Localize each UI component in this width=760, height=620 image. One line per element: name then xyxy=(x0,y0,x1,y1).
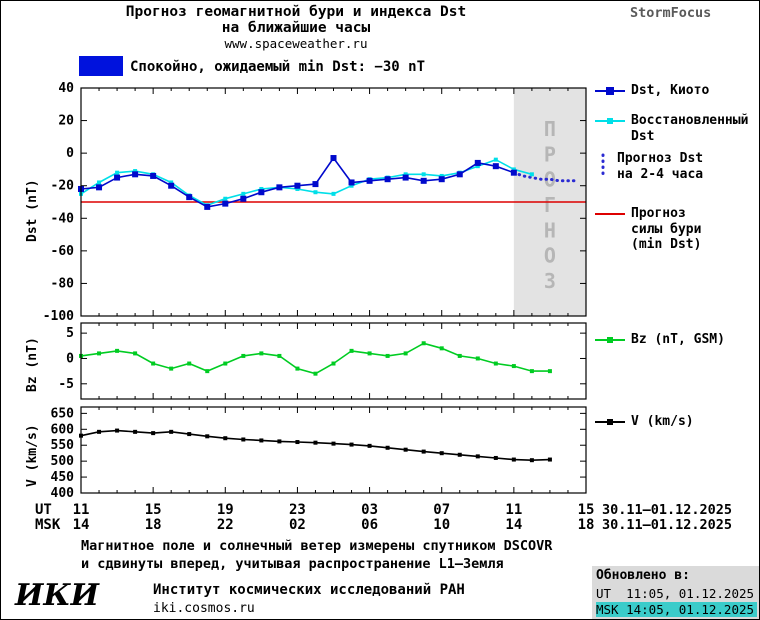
dst-ytick: -100 xyxy=(43,309,74,324)
bz-ytick: 5 xyxy=(66,326,74,341)
v-ytick: 550 xyxy=(51,438,75,453)
legend-storm-threshold: Прогноз силы бури (min Dst) xyxy=(595,206,701,253)
series-dst xyxy=(80,158,533,207)
xtick-msk: 18 xyxy=(145,517,162,533)
site-url: www.spaceweather.ru xyxy=(224,36,368,51)
brand-label: StormFocus xyxy=(630,5,712,21)
legend-storm-label: Прогноз силы бури (min Dst) xyxy=(631,206,702,253)
v-frame xyxy=(80,406,587,494)
dst-ytick: 40 xyxy=(58,81,74,96)
ut-date-range: 30.11—01.12.2025 xyxy=(602,502,733,518)
xtick-ut: 03 xyxy=(361,502,378,518)
legend-restored: Восстановленный Dst xyxy=(595,113,748,144)
dst-ytick: -20 xyxy=(51,179,75,194)
xtick-msk: 06 xyxy=(361,517,378,533)
series-dst-2-4 xyxy=(512,171,579,183)
footnote-line2: и сдвинуты вперед, учитывая распростране… xyxy=(81,556,504,572)
status-swatch xyxy=(79,56,123,76)
forecast-band-letter: П xyxy=(544,117,556,141)
ut-row-label: UT xyxy=(35,502,52,518)
xtick-msk: 14 xyxy=(73,517,90,533)
xtick-ut: 11 xyxy=(73,502,90,518)
institute-url: iki.cosmos.ru xyxy=(153,601,255,616)
dst-kyoto-marker-icon xyxy=(595,87,625,95)
dst-ytick: 0 xyxy=(66,146,74,161)
forecast-band-letter: О xyxy=(544,244,556,268)
forecast-band-letter: З xyxy=(544,269,556,293)
legend-restored-label: Восстановленный Dst xyxy=(631,113,749,144)
dst-axis-label: Dst (nT) xyxy=(25,179,40,242)
bz-frame xyxy=(80,322,587,400)
bz-ytick: 0 xyxy=(66,351,74,366)
legend-v: V (km/s) xyxy=(595,414,694,430)
v-ytick: 400 xyxy=(51,486,75,501)
dst-ytick: -60 xyxy=(51,244,75,259)
xtick-ut: 23 xyxy=(289,502,306,518)
legend-forecast-label: Прогноз Dst на 2-4 часа xyxy=(617,151,704,182)
v-ytick: 450 xyxy=(51,470,75,485)
v-ytick: 600 xyxy=(51,422,75,437)
msk-date-range: 30.11—01.12.2025 xyxy=(602,517,733,533)
legend-bz-label: Bz (nT, GSM) xyxy=(631,332,725,347)
bz-axis-label: Bz (nT) xyxy=(25,337,40,392)
xtick-msk: 18 xyxy=(578,517,595,533)
forecast-band-letter: Н xyxy=(544,218,556,242)
xtick-ut: 15 xyxy=(578,502,595,518)
legend-dst-kyoto-label: Dst, Киото xyxy=(631,83,710,98)
forecast-band-letter: О xyxy=(544,168,556,192)
updated-title: Обновлено в: xyxy=(596,568,690,583)
dst-ytick: -40 xyxy=(51,211,75,226)
forecast-dst-marker-icon xyxy=(601,153,605,181)
msk-row-label: MSK xyxy=(35,517,61,533)
storm-threshold-marker-icon xyxy=(595,213,625,215)
dst-ytick: -80 xyxy=(51,276,75,291)
bz-marker-icon xyxy=(595,337,625,343)
v-ytick: 650 xyxy=(51,406,75,421)
v-axis-label: V (km/s) xyxy=(25,424,40,487)
charts-svg: ПРОГНОЗ40200-20-40-60-80-10050-565060055… xyxy=(43,81,595,533)
updated-panel: Обновлено в: UT 11:05, 01.12.2025 MSK 14… xyxy=(592,566,759,619)
legend-forecast: Прогноз Dst на 2-4 часа xyxy=(595,151,703,182)
xtick-msk: 22 xyxy=(217,517,234,533)
legend-bz: Bz (nT, GSM) xyxy=(595,332,725,348)
title-block: Прогноз геомагнитной бури и индекса Dst … xyxy=(61,4,531,51)
xtick-msk: 14 xyxy=(505,517,522,533)
restored-dst-marker-icon xyxy=(595,118,625,124)
updated-ut: UT 11:05, 01.12.2025 xyxy=(596,586,755,601)
v-ytick: 500 xyxy=(51,454,75,469)
page-title-line2: на ближайшие часы xyxy=(221,20,371,36)
xtick-ut: 15 xyxy=(145,502,162,518)
forecast-band-letter: Г xyxy=(544,193,556,217)
series-dst xyxy=(80,156,515,208)
institute-name: Институт космических исследований РАН xyxy=(153,582,465,598)
v-marker-icon xyxy=(595,419,625,425)
status-text: Спокойно, ожидаемый min Dst: −30 nT xyxy=(130,59,426,75)
xtick-ut: 07 xyxy=(433,502,450,518)
dst-ytick: 20 xyxy=(58,114,74,129)
iki-logo: ИКИ xyxy=(15,578,99,613)
bz-ytick: -5 xyxy=(58,377,74,392)
forecast-band-letter: Р xyxy=(544,142,556,166)
legend-v-label: V (km/s) xyxy=(631,414,694,429)
footnote-line1: Магнитное поле и солнечный ветер измерен… xyxy=(81,538,553,554)
xtick-ut: 19 xyxy=(217,502,234,518)
xtick-msk: 02 xyxy=(289,517,306,533)
legend-dst-kyoto: Dst, Киото xyxy=(595,83,709,99)
xtick-ut: 11 xyxy=(505,502,522,518)
page-title: Прогноз геомагнитной бури и индекса Dst xyxy=(125,4,467,20)
xtick-msk: 10 xyxy=(433,517,450,533)
updated-msk: MSK 14:05, 01.12.2025 xyxy=(596,602,757,617)
